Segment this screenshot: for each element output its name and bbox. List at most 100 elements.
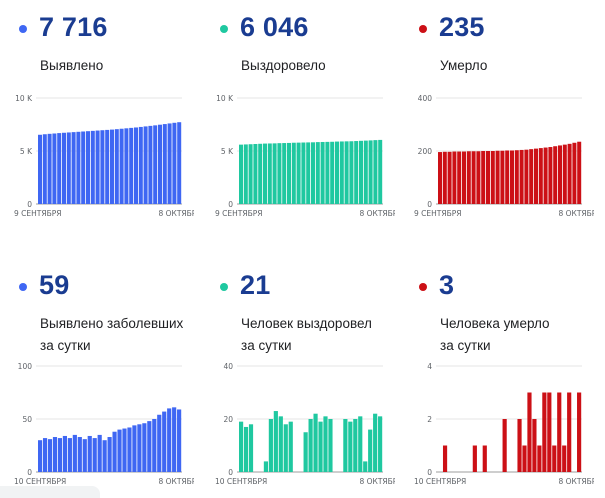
bar[interactable] [239,421,244,472]
bar[interactable] [572,142,577,204]
bar[interactable] [253,144,258,204]
bar[interactable] [558,145,562,204]
bar[interactable] [138,126,143,204]
bar[interactable] [368,429,373,472]
bar[interactable] [117,429,122,472]
bar[interactable] [47,439,53,472]
bar[interactable] [283,424,288,472]
bar[interactable] [472,445,477,473]
bar[interactable] [67,438,72,472]
bar[interactable] [148,125,153,204]
bar[interactable] [315,142,320,204]
bar[interactable] [263,143,267,204]
bar[interactable] [71,132,76,204]
bar[interactable] [57,133,62,204]
bar[interactable] [471,151,476,204]
bar[interactable] [524,149,529,204]
bar[interactable] [553,146,558,204]
bar[interactable] [567,143,572,204]
bar[interactable] [100,130,105,204]
bar[interactable] [320,141,325,204]
bar[interactable] [258,143,263,204]
bar[interactable] [102,440,107,472]
bar[interactable] [500,150,505,204]
bar[interactable] [538,148,543,204]
bar[interactable] [325,141,330,204]
bar[interactable] [522,445,527,473]
bar[interactable] [323,416,328,472]
bar[interactable] [438,152,442,204]
bar[interactable] [442,151,447,204]
bar[interactable] [248,144,253,204]
bar[interactable] [42,438,48,472]
bar[interactable] [167,123,172,204]
bar[interactable] [239,144,243,204]
bar[interactable] [328,419,333,472]
bar[interactable] [532,419,537,472]
bar[interactable] [311,142,315,204]
bar[interactable] [562,144,567,204]
bar[interactable] [77,437,82,472]
bar[interactable] [527,392,532,473]
bar[interactable] [482,445,487,473]
bar[interactable] [162,124,167,204]
bar[interactable] [263,461,268,472]
bar[interactable] [243,144,248,204]
bar[interactable] [105,129,110,204]
bar[interactable] [373,413,378,472]
bar[interactable] [268,419,273,472]
bar[interactable] [287,142,291,204]
bar[interactable] [122,428,127,472]
bar[interactable] [547,392,552,473]
bar[interactable] [177,409,182,472]
bar[interactable] [127,427,132,472]
bar[interactable] [132,425,137,472]
bar[interactable] [476,151,481,204]
bar[interactable] [110,129,114,204]
bar[interactable] [490,151,495,204]
bar[interactable] [272,143,277,204]
bar[interactable] [457,151,462,204]
bar[interactable] [529,149,534,204]
bar[interactable] [353,419,358,472]
bar[interactable] [358,416,363,472]
bar[interactable] [62,435,67,472]
bar[interactable] [114,129,119,204]
bar[interactable] [339,141,344,204]
bar[interactable] [335,141,339,204]
bar[interactable] [447,151,452,204]
bar[interactable] [62,132,66,204]
bar[interactable] [162,411,167,472]
bar[interactable] [348,421,353,472]
bar[interactable] [177,122,182,204]
bar[interactable] [167,408,172,472]
bar[interactable] [486,151,490,204]
bar[interactable] [562,445,567,473]
bar[interactable] [129,127,134,204]
bar[interactable] [301,142,306,204]
bar[interactable] [577,392,582,473]
bar[interactable] [152,419,157,472]
bar[interactable] [72,434,77,472]
bar[interactable] [354,141,359,204]
bar[interactable] [153,125,158,204]
bar[interactable] [462,151,466,204]
bar[interactable] [90,130,95,204]
bar[interactable] [273,411,278,472]
bar[interactable] [452,151,457,204]
bar[interactable] [505,150,510,204]
bar[interactable] [542,392,547,473]
bar[interactable] [66,132,71,204]
bar[interactable] [303,432,308,472]
bar[interactable] [363,461,368,472]
bar[interactable] [306,142,311,204]
bar[interactable] [466,151,471,204]
bar[interactable] [363,140,368,204]
bar[interactable] [172,407,177,472]
bar[interactable] [291,142,296,204]
bar[interactable] [87,435,92,472]
bar[interactable] [510,150,514,204]
bar[interactable] [567,392,572,473]
bar[interactable] [81,131,86,205]
bar[interactable] [97,434,102,472]
